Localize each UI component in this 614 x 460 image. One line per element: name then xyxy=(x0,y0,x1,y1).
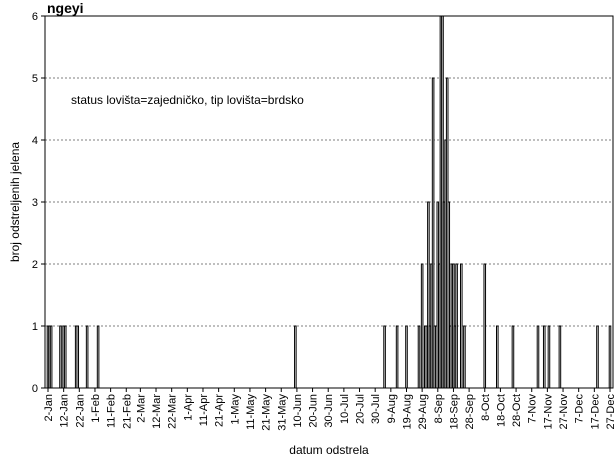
y-tick-label: 0 xyxy=(32,383,38,395)
y-axis-title: broj odstreljenih jelena xyxy=(8,142,22,262)
bar xyxy=(96,325,100,389)
bar xyxy=(463,325,466,389)
bar xyxy=(547,325,551,389)
x-tick-label: 17-Nov xyxy=(542,394,554,430)
bar xyxy=(596,325,599,389)
x-tick-label: 11-Apr xyxy=(198,394,210,427)
bar xyxy=(405,325,408,389)
x-tick-label: 12-Jan xyxy=(59,394,71,428)
bar xyxy=(511,325,515,389)
y-tick-label: 4 xyxy=(32,135,38,147)
x-tick-label: 28-Sep xyxy=(464,394,476,429)
bar xyxy=(558,325,562,389)
bars xyxy=(46,15,612,389)
bar xyxy=(459,263,463,389)
x-tick-label: 20-Jul xyxy=(355,394,367,424)
bar xyxy=(542,325,546,389)
x-tick-label: 27-Dec xyxy=(605,394,614,430)
x-tick-label: 11-May xyxy=(245,394,257,430)
x-tick-label: 29-Aug xyxy=(417,394,429,429)
x-tick-label: 7-Nov xyxy=(527,394,539,424)
bar xyxy=(420,263,424,389)
grid-lines xyxy=(45,77,613,327)
annotation: status lovišta=zajedničko, tip lovišta=b… xyxy=(71,93,304,107)
bar xyxy=(59,325,62,389)
bar xyxy=(294,325,297,389)
bar xyxy=(496,325,499,389)
x-axis-title: datum odstrela xyxy=(289,443,369,457)
x-tick-label: 1-May xyxy=(229,394,241,425)
bar xyxy=(76,325,80,389)
x-tick-label: 8-Sep xyxy=(433,394,445,423)
x-tick-label: 30-Jul xyxy=(370,394,382,424)
bar xyxy=(417,325,421,389)
y-tick-label: 6 xyxy=(32,11,38,23)
y-axis: 0 1 2 3 4 5 6 xyxy=(32,11,45,395)
x-tick-label: 21-May xyxy=(261,394,273,431)
x-tick-label: 9-Aug xyxy=(386,394,398,423)
x-tick-label: 27-Nov xyxy=(558,394,570,430)
x-axis: 2-Jan 12-Jan 22-Jan 1-Feb 11-Feb 21-Feb 2-Mar 1… xyxy=(43,388,614,431)
x-tick-label: 17-Dec xyxy=(589,394,601,430)
y-tick-label: 5 xyxy=(32,73,38,85)
x-tick-label: 12-Mar xyxy=(151,394,163,429)
x-tick-label: 1-Feb xyxy=(90,394,102,423)
x-tick-label: 18-Oct xyxy=(495,394,507,427)
bar xyxy=(49,325,53,389)
y-tick-label: 3 xyxy=(32,197,38,209)
y-tick-label: 1 xyxy=(32,321,38,333)
x-tick-label: 22-Mar xyxy=(167,394,179,429)
bar xyxy=(383,325,386,389)
bar xyxy=(63,325,67,389)
x-tick-label: 2-Mar xyxy=(135,394,147,423)
x-tick-label: 31-May xyxy=(276,394,288,431)
bar xyxy=(85,325,89,389)
x-tick-label: 19-Aug xyxy=(401,394,413,429)
bar xyxy=(455,263,458,389)
x-tick-label: 22-Jan xyxy=(74,394,86,428)
chart-title-fragment: ngeyi xyxy=(47,0,84,16)
x-tick-label: 8-Oct xyxy=(480,394,492,421)
bar xyxy=(536,325,540,389)
y-tick-label: 2 xyxy=(32,259,38,271)
bar xyxy=(395,325,399,389)
bar xyxy=(608,325,612,389)
x-tick-label: 30-Jun xyxy=(323,394,335,428)
x-tick-label: 21-Feb xyxy=(121,394,133,429)
x-tick-label: 28-Oct xyxy=(511,394,523,427)
bar xyxy=(483,263,487,389)
x-tick-label: 1-Apr xyxy=(182,394,194,421)
x-tick-label: 10-Jun xyxy=(292,394,304,428)
x-tick-label: 7-Dec xyxy=(574,394,586,424)
x-tick-label: 21-Apr xyxy=(214,394,226,427)
x-tick-label: 18-Sep xyxy=(448,394,460,429)
x-tick-label: 10-Jul xyxy=(339,394,351,424)
x-tick-label: 20-Jun xyxy=(308,394,320,428)
x-tick-label: 2-Jan xyxy=(43,394,55,422)
x-tick-label: 11-Feb xyxy=(106,394,118,428)
